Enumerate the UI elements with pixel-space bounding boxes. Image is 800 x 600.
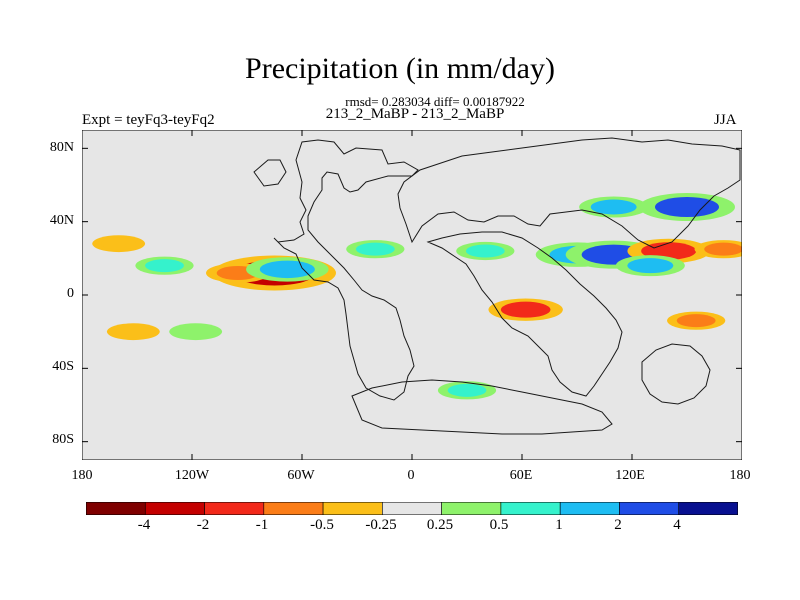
x-tick-label: 180 xyxy=(729,468,751,483)
antarctica-coastline xyxy=(351,379,613,435)
experiment-label: Expt = teyFq3-teyFq2 xyxy=(82,112,215,128)
colorbar-label: -4 xyxy=(137,517,151,533)
colorbar-boxes xyxy=(86,502,738,515)
anomaly-patch xyxy=(115,325,151,338)
colorbar-box xyxy=(678,502,738,515)
colorbar-box xyxy=(500,502,561,515)
anomaly-patch xyxy=(101,237,137,250)
y-tick-label: 40S xyxy=(52,359,74,374)
plot-title: Precipitation (in mm/day) xyxy=(245,52,555,85)
y-tick-label: 80N xyxy=(49,140,74,155)
colorbar-box xyxy=(204,502,265,515)
colorbar-label: 0.25 xyxy=(426,517,454,533)
anomaly-patch xyxy=(447,383,487,397)
anomaly-patch xyxy=(655,197,719,217)
y-tick-label: 0 xyxy=(67,286,74,301)
y-tick-label: 40N xyxy=(49,213,74,228)
colorbar xyxy=(86,502,738,515)
colorbar-box xyxy=(263,502,324,515)
colorbar-label: -0.5 xyxy=(310,517,334,533)
axis-ticks xyxy=(82,130,742,460)
coastline xyxy=(253,137,741,435)
colorbar-box xyxy=(322,502,383,515)
x-tick-label: 120E xyxy=(615,468,645,483)
colorbar-label: -0.25 xyxy=(365,517,397,533)
colorbar-box xyxy=(441,502,502,515)
greenland-coastline xyxy=(253,159,287,187)
afro-eurasia-coastline xyxy=(397,137,741,249)
colorbar-label: -2 xyxy=(196,517,210,533)
anomaly-patch xyxy=(355,242,395,256)
x-tick-label: 60W xyxy=(287,468,315,483)
map-background xyxy=(82,130,742,460)
colorbar-label: -1 xyxy=(255,517,269,533)
anomaly-patch xyxy=(590,199,637,215)
colorbar-box xyxy=(559,502,620,515)
colorbar-box xyxy=(86,502,146,515)
africa-coastline xyxy=(426,231,623,397)
anomaly-patch xyxy=(676,314,716,328)
colorbar-box xyxy=(382,502,442,515)
australia-coastline xyxy=(641,343,711,405)
colorbar-label: 1 xyxy=(555,517,563,533)
colorbar-label: 0.5 xyxy=(489,517,509,533)
anomaly-patch xyxy=(259,260,315,279)
x-tick-label: 60E xyxy=(509,468,533,483)
colorbar-label: 4 xyxy=(673,517,681,533)
x-tick-label: 0 xyxy=(407,468,415,483)
anomaly-patch xyxy=(500,301,551,318)
rmsd-diff-stats: rmsd= 0.283034 diff= 0.00187922 xyxy=(345,94,525,109)
colorbar-box xyxy=(144,502,205,515)
anomaly-field xyxy=(92,193,742,400)
colorbar-label: 2 xyxy=(614,517,622,533)
season-label: JJA xyxy=(714,112,737,128)
x-tick-label: 180 xyxy=(71,468,93,483)
x-tick-label: 120W xyxy=(174,468,210,483)
colorbar-box xyxy=(619,502,680,515)
anomaly-patch xyxy=(178,325,214,338)
anomaly-patch xyxy=(627,258,674,274)
anomaly-patch xyxy=(704,242,742,256)
anomaly-patch xyxy=(465,244,505,258)
map-plot xyxy=(82,130,742,460)
anomaly-patch xyxy=(145,259,184,273)
americas-coastline xyxy=(273,139,419,401)
y-tick-label: 80S xyxy=(52,432,74,447)
case-name: 213_2_MaBP - 213_2_MaBP xyxy=(325,106,505,122)
